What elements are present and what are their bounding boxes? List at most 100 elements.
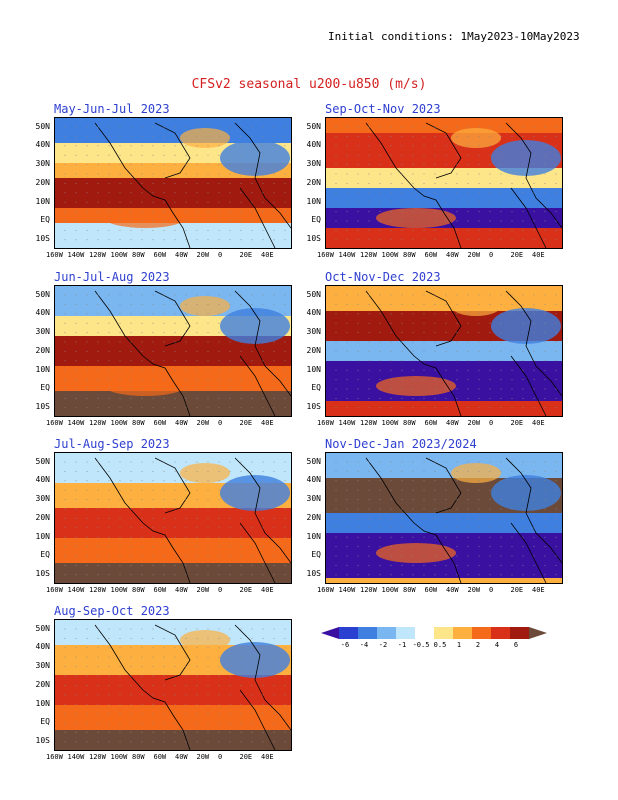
lon-label: 20W — [196, 586, 210, 594]
legend-label: 0.5 — [433, 641, 447, 649]
panel-title: Jun-Jul-Aug 2023 — [54, 270, 170, 284]
lon-label: 100W — [110, 753, 128, 761]
anomaly-map — [325, 117, 563, 249]
lat-label: 30N — [306, 159, 321, 168]
lon-label: 160W — [317, 251, 334, 259]
legend-label: 1 — [456, 641, 462, 649]
anomaly-map — [54, 285, 292, 417]
lon-label: 20E — [239, 251, 253, 259]
lon-label: 20E — [239, 753, 253, 761]
lat-label: 10S — [306, 569, 321, 578]
lon-label: 80W — [132, 753, 145, 761]
legend-box-pos1 — [453, 627, 472, 639]
lon-label: 0 — [218, 419, 223, 427]
lat-label: 10N — [35, 197, 50, 206]
lat-label: EQ — [311, 215, 321, 224]
lon-label: 60W — [424, 586, 438, 594]
lat-label: 10N — [35, 532, 50, 541]
lon-label: 40E — [261, 586, 274, 594]
lat-label: EQ — [40, 550, 50, 559]
lon-label: 60W — [153, 586, 167, 594]
lat-label: 20N — [306, 346, 321, 355]
lon-label: 0 — [489, 251, 494, 259]
lon-label: 80W — [132, 251, 145, 259]
lat-label: 30N — [35, 327, 50, 336]
lon-label: 140W — [67, 251, 85, 259]
lon-label: 120W — [360, 586, 377, 594]
lon-label: 40E — [532, 251, 545, 259]
legend-label: -6 — [340, 641, 350, 649]
lon-label: 20E — [239, 586, 253, 594]
lat-label: 30N — [35, 159, 50, 168]
lat-label: 30N — [35, 494, 50, 503]
lon-label: 20W — [467, 419, 481, 427]
lon-label: 20E — [239, 419, 253, 427]
lat-label: 40N — [306, 308, 321, 317]
legend-box-pos2 — [472, 627, 491, 639]
lon-label: 60W — [153, 753, 167, 761]
lon-label: 160W — [46, 251, 63, 259]
anomaly-map — [54, 619, 292, 751]
lat-label: 40N — [35, 140, 50, 149]
figure-title: CFSv2 seasonal u200-u850 (m/s) — [191, 77, 427, 92]
lat-label: 40N — [306, 475, 321, 484]
lon-label: 0 — [218, 753, 223, 761]
lon-label: 20W — [196, 419, 210, 427]
lon-label: 140W — [67, 753, 85, 761]
lat-label: 40N — [35, 308, 50, 317]
lat-label: 50N — [35, 290, 50, 299]
legend-colorbar — [321, 627, 547, 639]
legend-box-zero — [415, 627, 434, 639]
lon-label: 40E — [532, 586, 545, 594]
legend-box-neg4 — [339, 627, 358, 639]
lat-label: 10N — [35, 365, 50, 374]
map-panel: May-Jun-Jul 2023 50N 40N 30N 20N 10N EQ 10S 160W… — [36, 102, 344, 292]
lat-label: 20N — [35, 680, 50, 689]
panel-title: Aug-Sep-Oct 2023 — [54, 604, 170, 618]
lon-label: 0 — [218, 251, 223, 259]
lon-label: 100W — [381, 251, 399, 259]
lon-label: 160W — [317, 419, 334, 427]
lat-label: EQ — [311, 550, 321, 559]
lon-label: 40W — [446, 586, 459, 594]
lon-label: 60W — [424, 251, 438, 259]
lat-label: 10N — [306, 532, 321, 541]
lat-label: 10S — [306, 234, 321, 243]
lon-label: 160W — [46, 753, 63, 761]
lon-label: 120W — [89, 753, 106, 761]
lon-label: 100W — [381, 586, 399, 594]
lon-label: 140W — [338, 419, 356, 427]
lon-label: 60W — [153, 419, 167, 427]
panel-title: Sep-Oct-Nov 2023 — [325, 102, 441, 116]
lon-label: 120W — [89, 251, 106, 259]
lon-label: 100W — [110, 251, 128, 259]
lat-label: 30N — [306, 327, 321, 336]
lon-label: 40W — [446, 251, 459, 259]
lon-label: 40E — [261, 419, 274, 427]
legend-label: -4 — [359, 641, 369, 649]
lon-label: 60W — [424, 419, 438, 427]
anomaly-map — [325, 285, 563, 417]
lat-label: 20N — [306, 513, 321, 522]
lon-label: 0 — [489, 586, 494, 594]
lon-label: 80W — [403, 419, 416, 427]
map-panel: Aug-Sep-Oct 2023 50N 40N 30N 20N 10N EQ 10S 160W… — [36, 604, 344, 794]
panel-title: Nov-Dec-Jan 2023/2024 — [325, 437, 477, 451]
legend-label: -2 — [378, 641, 388, 649]
lat-label: EQ — [40, 215, 50, 224]
lon-label: 0 — [218, 586, 223, 594]
lat-label: EQ — [40, 717, 50, 726]
legend-label: -1 — [397, 641, 407, 649]
color-legend: -6 -4 -2 -1 -0.5 0.5 1 2 4 6 — [321, 626, 571, 656]
lat-label: 30N — [35, 661, 50, 670]
legend-box-pos6 — [510, 627, 529, 639]
map-panel: Sep-Oct-Nov 2023 50N 40N 30N 20N 10N EQ 10S 160W… — [307, 102, 615, 292]
lon-label: 120W — [360, 419, 377, 427]
lon-label: 80W — [403, 586, 416, 594]
lat-label: EQ — [40, 383, 50, 392]
lon-label: 100W — [110, 419, 128, 427]
lat-label: 10S — [35, 736, 50, 745]
lat-label: 50N — [306, 290, 321, 299]
lon-label: 120W — [360, 251, 377, 259]
lon-label: 120W — [89, 586, 106, 594]
